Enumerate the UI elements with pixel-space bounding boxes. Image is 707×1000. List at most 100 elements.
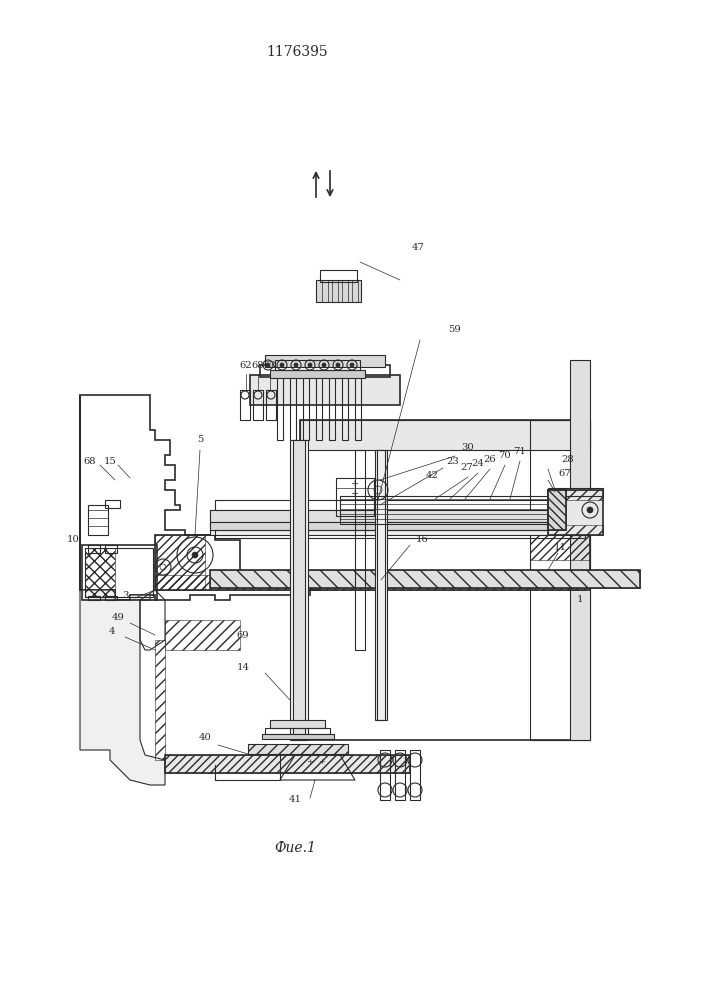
Bar: [329, 375, 335, 440]
Bar: [210, 570, 640, 588]
Bar: [215, 500, 585, 512]
Bar: [82, 545, 157, 600]
Text: 24: 24: [472, 460, 484, 468]
Bar: [210, 570, 640, 588]
Bar: [548, 490, 566, 530]
Polygon shape: [80, 395, 165, 785]
Circle shape: [587, 507, 593, 513]
Bar: [380, 750, 390, 800]
Circle shape: [308, 363, 312, 367]
Bar: [395, 750, 405, 800]
Text: 69: 69: [237, 631, 250, 640]
Bar: [88, 545, 100, 553]
Bar: [355, 375, 361, 440]
Bar: [270, 370, 365, 378]
Bar: [410, 750, 420, 800]
Circle shape: [266, 363, 270, 367]
Bar: [340, 496, 548, 524]
Bar: [316, 375, 322, 440]
Text: 1: 1: [577, 595, 583, 604]
Text: 30: 30: [462, 444, 474, 452]
Bar: [548, 525, 603, 535]
Bar: [320, 270, 357, 282]
Bar: [336, 478, 374, 516]
Text: 63: 63: [264, 360, 276, 369]
Text: +: +: [351, 489, 359, 498]
Bar: [215, 530, 585, 538]
Bar: [352, 280, 358, 302]
Bar: [548, 490, 603, 535]
Text: 40: 40: [199, 734, 211, 742]
Text: 16: 16: [416, 536, 428, 544]
Bar: [300, 420, 590, 740]
Circle shape: [322, 363, 326, 367]
Bar: [275, 360, 360, 370]
Text: 26: 26: [484, 456, 496, 464]
Bar: [105, 596, 117, 600]
Bar: [248, 744, 348, 754]
Text: 68: 68: [83, 458, 96, 466]
Bar: [265, 355, 385, 367]
Bar: [530, 420, 590, 740]
Bar: [316, 280, 361, 302]
Text: 59: 59: [449, 326, 462, 334]
Text: 47: 47: [411, 243, 424, 252]
Bar: [85, 548, 115, 597]
Bar: [165, 755, 410, 773]
Bar: [210, 522, 590, 530]
Bar: [293, 440, 305, 740]
Bar: [342, 280, 348, 302]
Bar: [570, 360, 590, 740]
Bar: [266, 390, 276, 420]
Bar: [277, 375, 283, 440]
Bar: [342, 375, 348, 440]
Text: 4: 4: [109, 628, 115, 637]
Bar: [88, 596, 100, 600]
Bar: [155, 535, 205, 590]
Text: 23: 23: [447, 458, 460, 466]
Bar: [253, 390, 263, 420]
Text: 1176395: 1176395: [267, 45, 328, 59]
Bar: [262, 734, 334, 739]
Bar: [530, 535, 590, 560]
Bar: [377, 450, 385, 720]
Text: 68: 68: [252, 360, 264, 369]
Text: 10: 10: [66, 536, 79, 544]
Bar: [375, 450, 387, 720]
Bar: [260, 365, 390, 377]
Bar: [290, 440, 308, 740]
Text: 27: 27: [461, 464, 474, 473]
Text: 70: 70: [498, 452, 511, 460]
Bar: [88, 505, 108, 535]
Bar: [105, 500, 120, 508]
Text: +: +: [307, 758, 313, 766]
Text: +: +: [351, 480, 359, 488]
Bar: [155, 575, 585, 590]
Text: 42: 42: [426, 472, 438, 481]
Bar: [210, 510, 590, 535]
Bar: [322, 280, 328, 302]
Bar: [155, 640, 165, 760]
Bar: [165, 755, 410, 773]
Bar: [155, 535, 590, 590]
Bar: [355, 450, 365, 650]
Text: 5: 5: [197, 436, 203, 444]
Bar: [548, 488, 603, 496]
Text: 41: 41: [288, 796, 301, 804]
Text: 28: 28: [561, 456, 574, 464]
Bar: [250, 375, 400, 405]
Bar: [240, 390, 250, 420]
Bar: [300, 420, 590, 450]
Bar: [548, 490, 603, 500]
Bar: [105, 545, 117, 553]
Bar: [548, 490, 566, 530]
Bar: [165, 620, 240, 650]
Bar: [270, 720, 325, 728]
Bar: [85, 548, 153, 597]
Text: +: +: [319, 758, 325, 766]
Bar: [332, 280, 338, 302]
Bar: [248, 744, 348, 754]
Circle shape: [336, 363, 340, 367]
Text: 3: 3: [122, 591, 128, 600]
Circle shape: [350, 363, 354, 367]
